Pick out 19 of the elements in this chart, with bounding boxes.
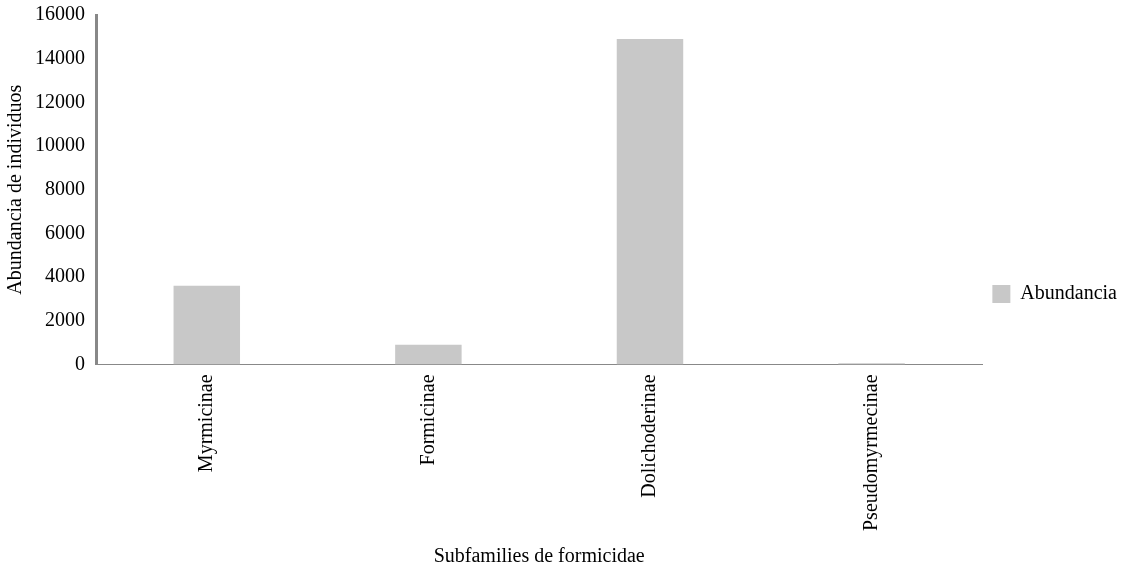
- x-tick-label: Pseudomyrmecinae: [858, 374, 882, 531]
- x-axis-title: Subfamilies de formicidae: [433, 544, 645, 567]
- y-axis-title: Abundancia de individuos: [3, 84, 26, 295]
- y-tick-label: 12000: [35, 89, 85, 112]
- legend-label: Abundancia: [1020, 281, 1118, 304]
- x-tick-label: Formicinae: [415, 374, 438, 466]
- y-tick-label: 2000: [45, 307, 85, 330]
- y-tick-label: 14000: [35, 45, 85, 68]
- x-tick-label: Myrmicinae: [194, 374, 218, 473]
- y-tick-label: 8000: [45, 176, 85, 199]
- y-tick-label: 10000: [35, 133, 85, 156]
- y-tick-label: 6000: [45, 220, 85, 243]
- bar: [616, 39, 684, 365]
- bar: [173, 285, 241, 365]
- x-tick-label: Dolichoderinae: [637, 374, 660, 498]
- y-tick-label: 16000: [35, 2, 85, 25]
- y-tick-label: 4000: [45, 264, 85, 287]
- y-tick-label: 0: [75, 351, 85, 374]
- bar: [395, 344, 462, 365]
